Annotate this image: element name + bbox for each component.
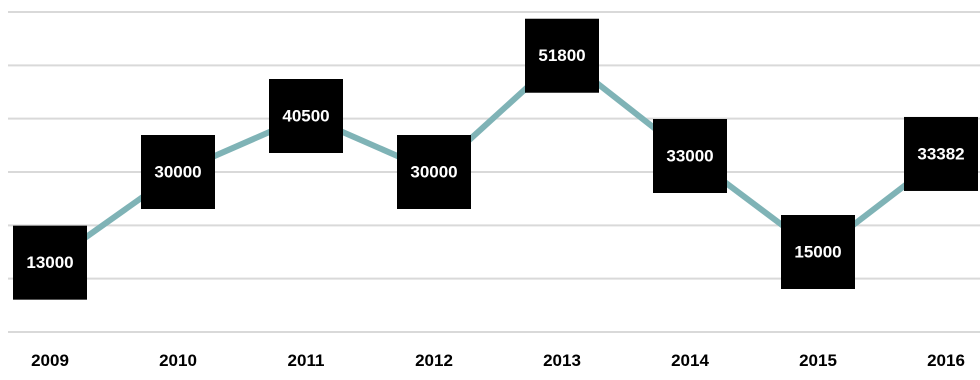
data-label-box — [653, 119, 727, 193]
x-tick-label: 2016 — [927, 351, 965, 370]
x-tick-label: 2014 — [671, 351, 709, 370]
data-label-text: 13000 — [26, 253, 73, 272]
data-label-text: 33000 — [666, 146, 713, 165]
data-label-box — [397, 135, 471, 209]
x-tick-label: 2012 — [415, 351, 453, 370]
data-label-group: 13000 30000 40500 30000 51800 33000 15000 33382 — [13, 18, 978, 300]
data-label: 51800 — [525, 18, 599, 93]
data-label-text: 15000 — [794, 242, 841, 261]
data-label-box — [781, 215, 855, 289]
x-axis-tick-labels: 2009 2010 2011 2012 2013 2014 2015 2016 — [31, 351, 965, 370]
data-label: 13000 — [13, 225, 87, 300]
x-tick-label: 2013 — [543, 351, 581, 370]
data-label-text: 33382 — [917, 144, 964, 163]
data-label: 30000 — [141, 135, 215, 209]
data-label: 33000 — [653, 119, 727, 193]
data-label-box — [525, 18, 599, 93]
data-label: 33382 — [904, 116, 978, 191]
data-label-box — [269, 79, 343, 153]
data-label-text: 40500 — [282, 106, 329, 125]
data-label: 30000 — [397, 135, 471, 209]
data-label-box — [904, 116, 978, 191]
data-label: 40500 — [269, 79, 343, 153]
data-label-box — [141, 135, 215, 209]
x-tick-label: 2009 — [31, 351, 69, 370]
data-label: 15000 — [781, 215, 855, 289]
data-label-box — [13, 225, 87, 300]
data-label-text: 30000 — [154, 162, 201, 181]
data-label-text: 30000 — [410, 162, 457, 181]
x-tick-label: 2011 — [288, 351, 325, 370]
data-label-text: 51800 — [538, 46, 585, 65]
x-tick-label: 2010 — [159, 351, 197, 370]
x-tick-label: 2015 — [799, 351, 837, 370]
